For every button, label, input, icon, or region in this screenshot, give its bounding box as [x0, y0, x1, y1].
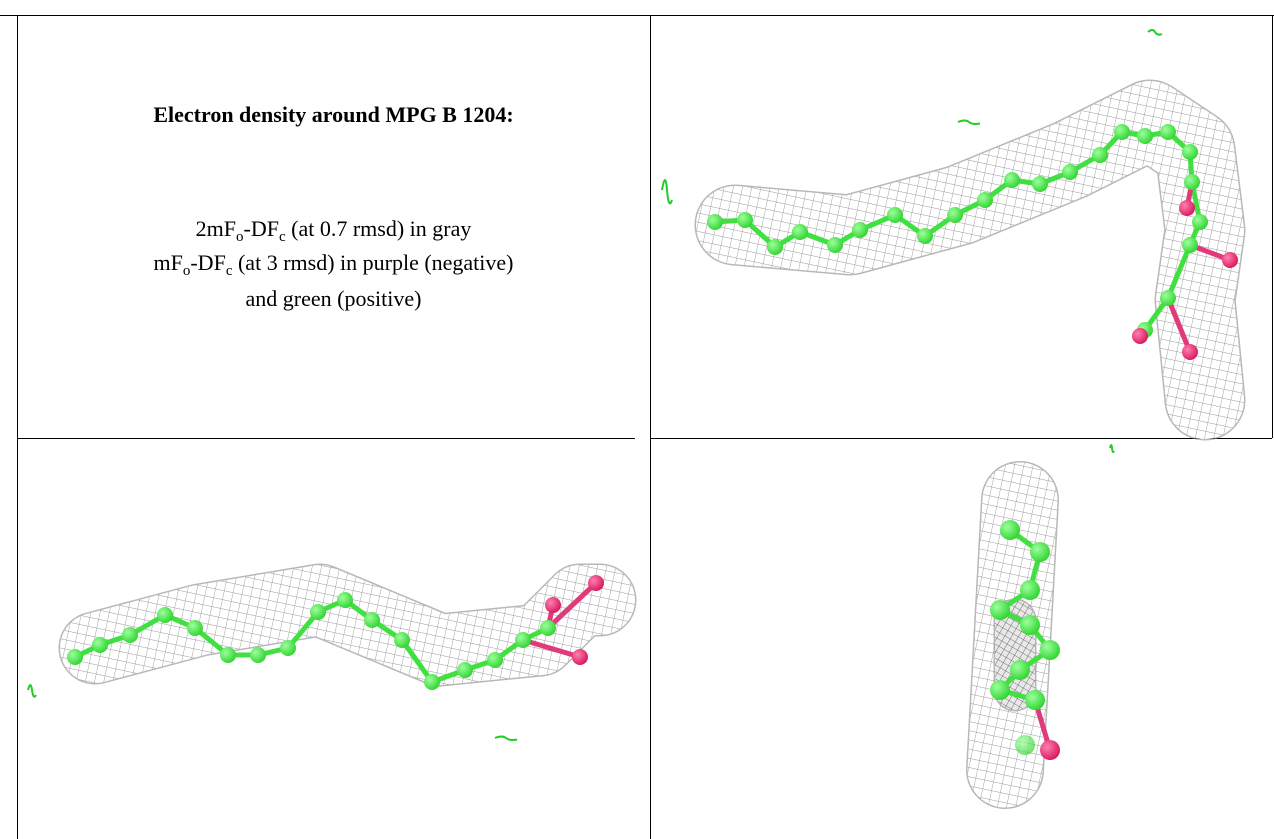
- difference-density: [661, 179, 673, 205]
- atom: [792, 224, 808, 240]
- subscript: o: [236, 229, 244, 245]
- atom: [977, 192, 993, 208]
- atom: [1004, 172, 1020, 188]
- atom: [1137, 128, 1153, 144]
- text: mF: [153, 250, 183, 275]
- caption-line: 2mFo-DFc (at 0.7 rmsd) in gray: [17, 216, 650, 245]
- difference-density: [957, 119, 981, 125]
- atom: [1182, 237, 1198, 253]
- density-images: [27, 29, 1246, 809]
- atom: [457, 662, 473, 678]
- atom: [1030, 542, 1050, 562]
- caption-line: and green (positive): [245, 286, 422, 311]
- atom: [707, 214, 723, 230]
- text: (at 0.7 rmsd) in gray: [285, 216, 472, 241]
- atom: [1062, 164, 1078, 180]
- atom: [337, 592, 353, 608]
- atom: [1010, 660, 1030, 680]
- atom: [852, 222, 868, 238]
- atom: [1184, 174, 1200, 190]
- atom: [588, 575, 604, 591]
- subscript: c: [278, 229, 286, 245]
- text: -DF: [190, 250, 226, 275]
- atom: [1182, 344, 1198, 360]
- atom: [767, 239, 783, 255]
- atom: [250, 647, 266, 663]
- atom: [887, 207, 903, 223]
- atom: [280, 640, 296, 656]
- density-mesh: [696, 81, 1244, 439]
- caption-title: Electron density around MPG B 1204:: [153, 102, 514, 127]
- atom: [572, 649, 588, 665]
- caption-line: mFo-DFc (at 3 rmsd) in purple (negative): [17, 250, 650, 279]
- atom: [1182, 144, 1198, 160]
- text: -DF: [243, 216, 279, 241]
- text: 2mF: [195, 216, 236, 241]
- atom: [187, 620, 203, 636]
- atom: [1020, 580, 1040, 600]
- atom: [1032, 176, 1048, 192]
- atom: [487, 652, 503, 668]
- atom: [1114, 124, 1130, 140]
- atom: [545, 597, 561, 613]
- atom: [947, 207, 963, 223]
- atom: [1222, 252, 1238, 268]
- text: (at 3 rmsd) in purple (negative): [232, 250, 514, 275]
- atom: [67, 649, 83, 665]
- subscript: o: [182, 263, 191, 279]
- atom: [310, 604, 326, 620]
- atom: [394, 632, 410, 648]
- atom: [990, 600, 1010, 620]
- difference-density: [494, 735, 518, 741]
- atom: [364, 612, 380, 628]
- difference-density: [27, 684, 37, 698]
- atom: [540, 620, 556, 636]
- atom: [92, 637, 108, 653]
- atom: [424, 674, 440, 690]
- atom: [1015, 735, 1035, 755]
- bond: [522, 637, 581, 660]
- atom: [737, 212, 753, 228]
- atom: [1025, 690, 1045, 710]
- atom: [1000, 520, 1020, 540]
- atom: [827, 237, 843, 253]
- atom: [1179, 200, 1195, 216]
- atom: [1092, 147, 1108, 163]
- table-lines: [0, 15, 1274, 839]
- atom: [1040, 740, 1060, 760]
- atom: [1160, 124, 1176, 140]
- atom: [1040, 640, 1060, 660]
- difference-density: [1147, 29, 1163, 36]
- difference-density: [1109, 444, 1115, 453]
- atom: [1160, 290, 1176, 306]
- atom: [122, 627, 138, 643]
- atom: [917, 228, 933, 244]
- atom: [1192, 214, 1208, 230]
- atom: [515, 632, 531, 648]
- atom: [220, 647, 236, 663]
- atom: [990, 680, 1010, 700]
- atom: [1132, 328, 1148, 344]
- subscript: c: [225, 263, 233, 279]
- bond: [1165, 297, 1193, 353]
- atom: [157, 607, 173, 623]
- bond: [546, 581, 598, 630]
- atom: [1020, 615, 1040, 635]
